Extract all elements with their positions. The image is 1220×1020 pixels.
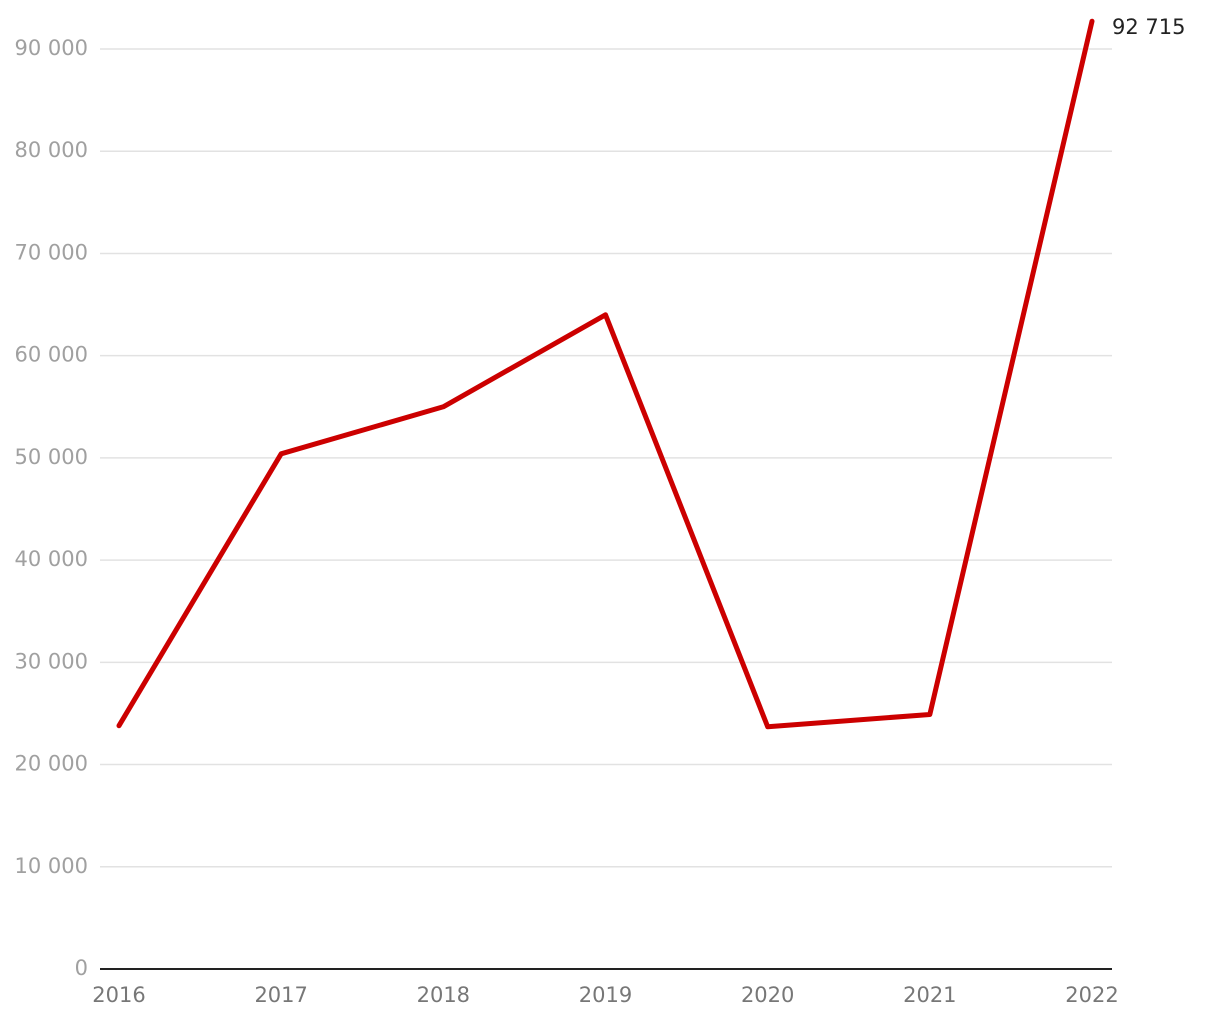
- value-label: 92 715: [1112, 15, 1185, 39]
- y-tick-label: 0: [75, 956, 88, 980]
- x-tick-label: 2022: [1065, 983, 1118, 1007]
- y-tick-label: 90 000: [15, 36, 88, 60]
- y-tick-label: 80 000: [15, 138, 88, 162]
- y-tick-label: 30 000: [15, 649, 88, 673]
- y-tick-label: 70 000: [15, 240, 88, 264]
- y-tick-label: 40 000: [15, 547, 88, 571]
- data-line: [116, 18, 1095, 730]
- x-tick-label: 2020: [741, 983, 794, 1007]
- x-tick-label: 2016: [92, 983, 145, 1007]
- y-tick-label: 60 000: [15, 343, 88, 367]
- x-tick-label: 2021: [903, 983, 956, 1007]
- y-tick-label: 10 000: [15, 854, 88, 878]
- y-tick-label: 50 000: [15, 445, 88, 469]
- x-tick-label: 2019: [579, 983, 632, 1007]
- x-tick-label: 2018: [417, 983, 470, 1007]
- x-tick-label: 2017: [254, 983, 307, 1007]
- y-tick-label: 20 000: [15, 752, 88, 776]
